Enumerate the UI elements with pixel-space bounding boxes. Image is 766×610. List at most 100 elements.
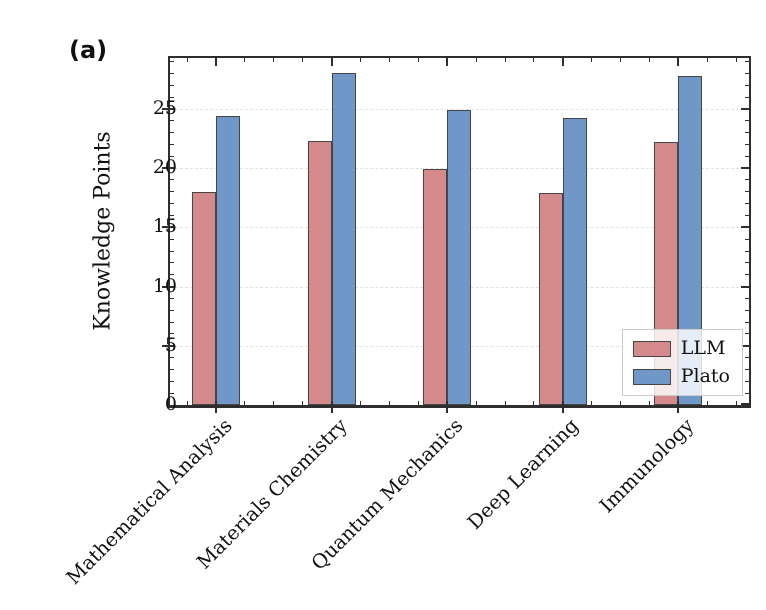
xtick-minor-top-14 <box>620 58 622 62</box>
xtick-major-top-4 <box>677 58 680 66</box>
ytick-minor-right-16 <box>745 215 749 216</box>
ytick-minor-right-29 <box>745 61 749 63</box>
ytick-minor-right-22 <box>745 143 749 145</box>
bar-llm-1 <box>307 140 332 405</box>
ytick-minor-right-3 <box>745 368 749 370</box>
ytick-minor-right-1 <box>745 392 749 394</box>
bar-plato-3 <box>562 118 587 405</box>
xtick-minor-top-3 <box>302 58 304 62</box>
legend-label-plato: Plato <box>680 365 730 387</box>
ytick-minor-left-14 <box>170 238 174 240</box>
ytick-minor-left-21 <box>170 155 174 157</box>
ytick-minor-left-13 <box>170 250 174 252</box>
xtick-major-top-1 <box>330 58 333 66</box>
ytick-minor-left-29 <box>170 61 174 63</box>
xtick-major-bottom-4 <box>677 406 680 413</box>
ytick-minor-right-28 <box>745 72 749 74</box>
xtick-minor-bottom-11 <box>533 401 535 405</box>
ytick-major-left-5 <box>162 344 170 347</box>
ytick-minor-right-11 <box>745 274 749 276</box>
ytick-minor-right-18 <box>745 191 749 193</box>
ytick-minor-right-27 <box>745 84 749 86</box>
y-axis-title: Knowledge Points <box>90 131 116 331</box>
ytick-major-left-20 <box>162 167 170 170</box>
ytick-major-left-10 <box>162 285 170 288</box>
ytick-major-right-15 <box>741 226 749 229</box>
ytick-minor-left-22 <box>170 143 174 145</box>
ytick-minor-right-21 <box>745 155 749 157</box>
xtick-minor-bottom-14 <box>620 401 622 405</box>
xtick-major-bottom-0 <box>215 406 217 413</box>
ytick-major-right-25 <box>741 107 749 110</box>
xtick-minor-bottom-7 <box>417 401 419 405</box>
ytick-minor-right-13 <box>745 250 749 252</box>
gridline-y-25 <box>170 108 749 110</box>
xtick-minor-bottom-2 <box>273 401 275 405</box>
ytick-minor-right-8 <box>745 309 749 311</box>
bar-plato-1 <box>331 73 356 405</box>
ytick-label-25: 25 <box>152 96 177 119</box>
ytick-minor-left-16 <box>170 215 174 216</box>
xtick-minor-bottom-18 <box>735 401 737 405</box>
xtick-minor-bottom-1 <box>244 401 246 405</box>
ytick-minor-right-17 <box>745 203 749 205</box>
xtick-minor-top-11 <box>533 58 535 62</box>
bar-plato-2 <box>447 110 472 405</box>
ytick-minor-left-1 <box>170 392 174 394</box>
xtick-minor-top-7 <box>417 58 419 62</box>
xtick-minor-top-15 <box>649 58 650 62</box>
xtick-minor-top-5 <box>360 58 361 62</box>
xtick-major-top-0 <box>215 58 217 66</box>
ytick-minor-left-26 <box>170 96 174 98</box>
ytick-minor-left-9 <box>170 297 174 299</box>
xtick-minor-bottom-9 <box>475 401 477 405</box>
xtick-major-bottom-in-1 <box>330 401 333 405</box>
ytick-minor-left-24 <box>170 120 174 122</box>
xtick-minor-bottom--1 <box>186 401 188 405</box>
xtick-major-bottom-in-2 <box>446 401 449 405</box>
legend-swatch-plato <box>632 368 671 385</box>
ytick-major-left-in-10 <box>170 285 174 288</box>
xtick-minor-top-18 <box>735 58 737 62</box>
xtick-minor-top-6 <box>388 58 390 62</box>
bar-llm-2 <box>423 169 448 405</box>
ytick-minor-left-7 <box>170 321 174 323</box>
ytick-minor-right-12 <box>745 262 749 264</box>
xtick-minor-bottom-13 <box>591 401 593 405</box>
ytick-major-left-in-5 <box>170 344 174 347</box>
xtick-minor-bottom-5 <box>360 401 361 405</box>
ytick-major-right-5 <box>741 344 749 347</box>
ytick-minor-left-18 <box>170 191 174 193</box>
ytick-minor-right-6 <box>745 333 749 335</box>
legend: LLM Plato <box>621 329 743 396</box>
ytick-major-left-15 <box>162 226 170 229</box>
xtick-minor-top-2 <box>273 58 275 62</box>
ytick-minor-left-23 <box>170 132 174 134</box>
xtick-minor-top-17 <box>706 58 708 62</box>
panel-label: (a) <box>69 36 108 64</box>
ytick-minor-left-17 <box>170 203 174 205</box>
xtick-major-bottom-in-4 <box>677 401 680 405</box>
xtick-minor-bottom-10 <box>504 401 506 405</box>
xtick-label-4: Immunology <box>595 414 699 518</box>
ytick-minor-left-27 <box>170 84 174 86</box>
ytick-major-left-in-25 <box>170 107 174 110</box>
ytick-minor-right-23 <box>745 132 749 134</box>
ytick-label-20: 20 <box>152 156 177 179</box>
xtick-major-bottom-in-0 <box>215 401 217 405</box>
bar-llm-0 <box>192 191 216 405</box>
xtick-minor-bottom-3 <box>302 401 304 405</box>
ytick-minor-right-9 <box>745 297 749 299</box>
xtick-minor-bottom-15 <box>649 401 650 405</box>
xtick-major-bottom-3 <box>561 406 564 413</box>
xtick-minor-top-9 <box>475 58 477 62</box>
xtick-major-bottom-1 <box>330 406 333 413</box>
xtick-major-bottom-in-3 <box>561 401 564 405</box>
xtick-minor-top-10 <box>504 58 506 62</box>
xtick-major-bottom-2 <box>446 406 449 413</box>
ytick-minor-left-2 <box>170 380 174 382</box>
legend-swatch-llm <box>632 340 671 357</box>
ytick-minor-right-4 <box>745 357 749 359</box>
ytick-label-0: 0 <box>164 393 177 415</box>
ytick-minor-left-8 <box>170 309 174 311</box>
